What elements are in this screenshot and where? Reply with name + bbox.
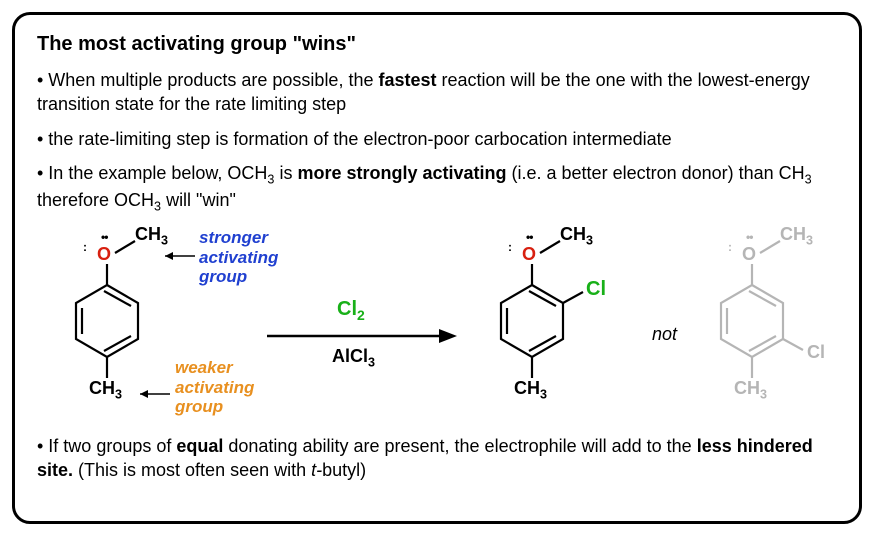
minor-oxygen: : •• O [742, 244, 756, 265]
b4-ital: t- [311, 460, 322, 480]
major-cl: Cl [586, 278, 606, 301]
b3-mid3: therefore OCH [37, 190, 154, 210]
b3-end: will "win" [161, 190, 236, 210]
minor-cl: Cl [807, 342, 825, 363]
reactant-oxygen: : •• O [97, 244, 111, 265]
b4-mid: donating ability are present, the electr… [223, 436, 696, 456]
minor-och3: CH3 [780, 224, 813, 248]
bullet-1: • When multiple products are possible, t… [37, 68, 837, 117]
b3-sub3: 3 [154, 200, 161, 214]
b4-post1: (This is most often seen with [73, 460, 311, 480]
bullet-2: • the rate-limiting step is formation of… [37, 127, 837, 151]
reagent-cl2: Cl2 [337, 298, 365, 323]
reaction-arrow-icon [267, 324, 457, 348]
b3-pre: • In the example below, OCH [37, 163, 267, 183]
reactant-ch3: CH3 [89, 378, 122, 402]
major-ch3: CH3 [514, 378, 547, 402]
weaker-label: weaker activating group [175, 358, 254, 417]
minor-ch3: CH3 [734, 378, 767, 402]
bullet-3: • In the example below, OCH 3 is more str… [37, 161, 837, 216]
b4-post2: butyl) [322, 460, 366, 480]
b3-mid2: (i.e. a better electron donor) than CH [507, 163, 805, 183]
bullet-1-pre: • When multiple products are possible, t… [37, 70, 378, 90]
arrow-to-stronger-icon [157, 246, 197, 266]
reagent-alcl3: AlCl3 [332, 346, 375, 370]
minor-product-molecule [697, 226, 847, 416]
b3-sub2: 3 [805, 172, 812, 186]
bullet-1-bold: fastest [378, 70, 436, 90]
reactant-O: O [97, 244, 111, 264]
b3-bold: more strongly activating [297, 163, 506, 183]
b3-mid1: is [274, 163, 297, 183]
major-oxygen: : •• O [522, 244, 536, 265]
major-och3: CH3 [560, 224, 593, 248]
info-card: The most activating group "wins" • When … [12, 12, 862, 524]
bullet-4: • If two groups of equal donating abilit… [37, 434, 837, 483]
reaction-scheme: : •• O CH3 CH3 stronger activating group… [37, 226, 837, 426]
b4-bold1: equal [176, 436, 223, 456]
arrow-to-weaker-icon [132, 384, 172, 404]
stronger-label: stronger activating group [199, 228, 278, 287]
not-label: not [652, 324, 677, 345]
b4-pre: • If two groups of [37, 436, 176, 456]
card-title: The most activating group "wins" [37, 33, 837, 56]
major-product-molecule [477, 226, 627, 416]
reactant-och3-ch3: CH3 [135, 224, 168, 248]
